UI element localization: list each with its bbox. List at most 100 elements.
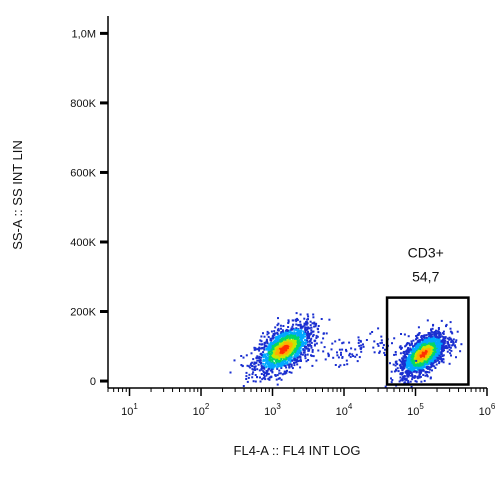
event-point — [306, 337, 309, 340]
event-point — [420, 371, 423, 374]
event-point — [291, 359, 294, 362]
event-point — [287, 357, 290, 360]
event-point — [407, 358, 410, 361]
event-point — [280, 342, 283, 345]
event-point — [257, 347, 260, 350]
event-point — [263, 335, 266, 338]
event-point — [428, 354, 431, 357]
event-point — [305, 323, 308, 326]
event-point — [274, 374, 277, 376]
event-point — [431, 369, 433, 372]
event-point — [279, 348, 281, 351]
event-point — [417, 342, 420, 345]
event-point — [297, 345, 300, 348]
event-point — [245, 375, 248, 378]
event-point — [263, 345, 266, 348]
event-point — [247, 365, 250, 368]
event-point — [248, 373, 251, 376]
y-tick-label: 200K — [70, 307, 96, 319]
event-point — [299, 313, 302, 316]
event-point — [316, 335, 319, 338]
event-point — [418, 351, 421, 354]
event-point — [442, 330, 445, 333]
event-point — [357, 339, 360, 342]
event-point — [354, 348, 357, 351]
event-point — [263, 343, 266, 346]
event-point — [407, 351, 410, 354]
event-point — [276, 355, 279, 358]
event-point — [439, 343, 442, 345]
event-point — [268, 361, 271, 364]
event-point — [336, 354, 339, 357]
event-point — [281, 348, 284, 351]
event-point — [412, 339, 415, 342]
event-point — [351, 353, 354, 356]
event-point — [308, 327, 311, 330]
event-point — [296, 347, 299, 350]
event-point — [446, 346, 449, 349]
event-point — [286, 362, 289, 365]
event-point — [296, 363, 299, 366]
event-point — [310, 346, 313, 349]
event-point — [275, 359, 278, 362]
event-point — [307, 326, 310, 329]
event-point — [371, 331, 374, 333]
event-point — [320, 318, 323, 320]
event-point — [253, 361, 256, 364]
y-tick-label: 1,0M — [72, 28, 96, 40]
event-point — [276, 333, 279, 336]
event-point — [433, 334, 436, 337]
event-point — [278, 344, 281, 347]
event-point — [418, 375, 421, 378]
event-point — [419, 375, 422, 378]
event-point — [436, 330, 439, 333]
event-point — [272, 345, 275, 348]
event-point — [310, 341, 313, 344]
event-point — [290, 371, 293, 374]
event-point — [266, 370, 269, 372]
event-point — [254, 374, 257, 376]
event-point — [400, 333, 402, 335]
event-point — [433, 344, 436, 347]
event-point — [430, 361, 433, 364]
event-point — [313, 325, 316, 328]
event-point — [431, 333, 434, 336]
event-point — [291, 339, 294, 342]
event-point — [429, 357, 432, 360]
event-point — [419, 348, 422, 350]
event-point — [339, 364, 342, 367]
event-point — [384, 348, 386, 351]
event-point — [240, 355, 243, 357]
event-point — [283, 353, 286, 356]
event-point — [317, 328, 319, 331]
event-point — [442, 354, 445, 357]
event-point — [314, 339, 317, 342]
event-point — [258, 357, 261, 359]
event-point — [381, 341, 383, 344]
event-point — [278, 369, 281, 372]
event-point — [429, 345, 432, 348]
event-point — [423, 346, 426, 349]
event-point — [416, 341, 419, 344]
event-point — [311, 322, 314, 325]
event-point — [297, 334, 300, 337]
event-point — [393, 353, 396, 356]
event-point — [303, 317, 306, 320]
event-point — [341, 342, 344, 345]
event-point — [406, 375, 409, 378]
event-point — [289, 356, 292, 359]
event-point — [287, 351, 290, 354]
event-point — [267, 359, 270, 362]
event-point — [418, 371, 421, 374]
event-point — [380, 339, 383, 342]
event-point — [357, 342, 360, 344]
event-point — [298, 341, 301, 344]
event-point — [341, 356, 344, 359]
event-point — [426, 365, 429, 368]
event-point — [418, 364, 421, 366]
event-point — [256, 368, 259, 371]
event-point — [249, 366, 252, 369]
event-point — [312, 313, 315, 316]
event-point — [352, 355, 355, 357]
event-point — [450, 341, 453, 343]
